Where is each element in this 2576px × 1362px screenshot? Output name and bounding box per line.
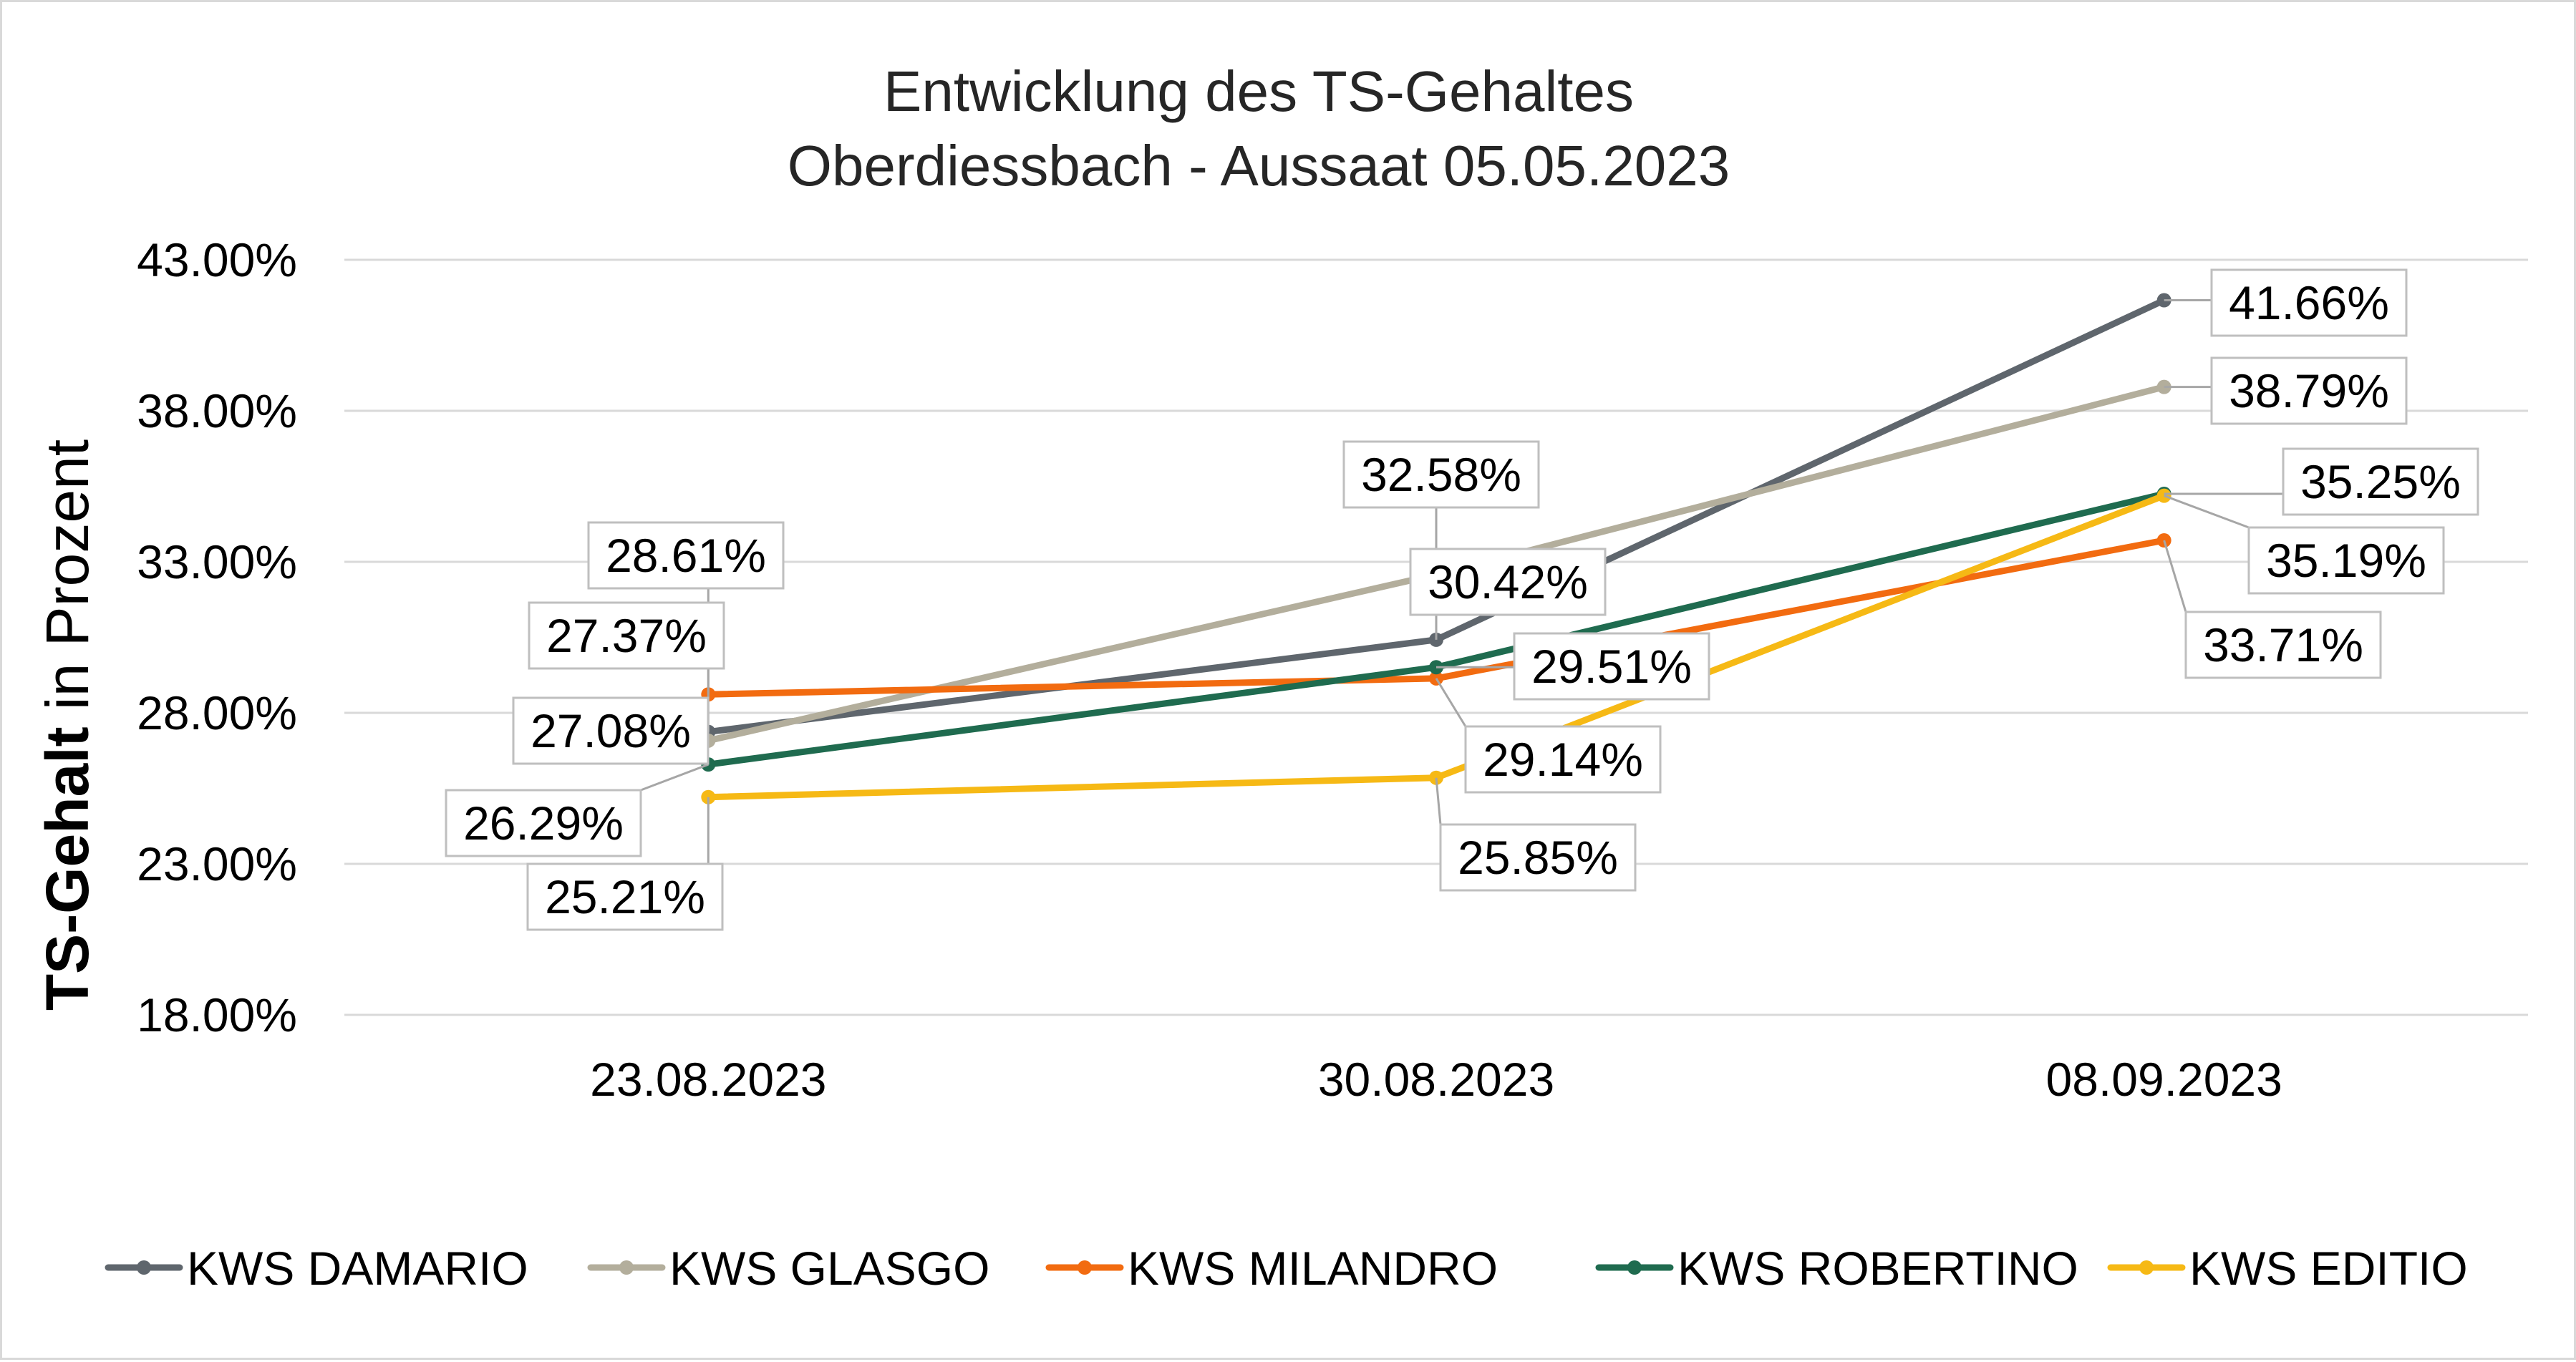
data-label-box [587, 521, 785, 590]
legend-swatch-marker [137, 1260, 151, 1275]
x-tick-label: 23.08.2023 [590, 1053, 826, 1106]
legend-label-kws-damario: KWS DAMARIO [187, 1242, 528, 1295]
x-axis-ticks: 23.08.2023 30.08.2023 08.09.2023 [590, 1053, 2282, 1106]
data-label-box [445, 789, 642, 857]
data-label-box [526, 862, 724, 931]
y-tick-label: 23.00% [137, 837, 297, 890]
y-tick-label: 33.00% [137, 535, 297, 588]
y-tick-label: 28.00% [137, 686, 297, 739]
data-labels: 27.37% 30.42% 41.66% 27.08% 32.58% 38.79% 28.6… [445, 268, 2479, 931]
data-label-kws-glasgo: 32.58% [1361, 448, 1521, 501]
legend-label-kws-editio: KWS EDITIO [2189, 1242, 2468, 1295]
data-label-box [1513, 632, 1710, 701]
data-label-kws-milandro: 29.14% [1483, 733, 1643, 786]
legend-label-kws-glasgo: KWS GLASGO [669, 1242, 989, 1295]
data-label-kws-milandro: 28.61% [606, 529, 766, 582]
data-label-kws-robertino: 29.51% [1531, 640, 1692, 693]
chart-title-line-1: Entwicklung des TS-Gehaltes [883, 59, 1634, 123]
legend-swatch-marker [619, 1260, 634, 1275]
label-leader-line [2163, 540, 2187, 613]
legend-swatch-marker [1078, 1260, 1092, 1275]
chart-title-line-2: Oberdiessbach - Aussaat 05.05.2023 [788, 134, 1730, 198]
legend-swatch-marker [2139, 1260, 2154, 1275]
data-label-kws-glasgo: 38.79% [2229, 364, 2389, 417]
legend-label-kws-milandro: KWS MILANDRO [1128, 1242, 1498, 1295]
data-label-box [1464, 725, 1662, 794]
label-leader-line [1435, 777, 1442, 825]
y-axis-title-bold: TS-Gehalt [34, 726, 101, 1011]
label-leader-line [2164, 495, 2250, 529]
data-label-box [1342, 440, 1540, 509]
data-label-kws-milandro: 33.71% [2203, 618, 2363, 671]
legend: KWS DAMARIO KWS GLASGO KWS MILANDRO KWS ROB… [105, 1242, 2468, 1295]
x-tick-label: 08.09.2023 [2046, 1053, 2282, 1106]
data-label-box [2210, 356, 2408, 425]
data-label-box [2247, 526, 2445, 595]
y-axis-title: TS-Gehalt in Prozent [34, 439, 101, 1011]
data-label-box [2184, 611, 2382, 679]
label-leader-lines [640, 299, 2283, 864]
label-leader-line [1435, 678, 1467, 727]
data-label-box [2210, 268, 2408, 337]
data-label-box [1409, 548, 1607, 616]
data-label-kws-damario: 27.37% [546, 609, 707, 662]
label-leader-line [640, 763, 709, 792]
data-label-box [528, 601, 725, 670]
data-label-box [512, 696, 710, 765]
y-tick-label: 38.00% [137, 384, 297, 437]
y-tick-label: 43.00% [137, 233, 297, 286]
data-label-kws-robertino: 26.29% [463, 797, 624, 850]
data-label-kws-damario: 41.66% [2229, 276, 2389, 329]
data-label-kws-editio: 25.85% [1458, 831, 1618, 884]
data-label-kws-robertino: 35.25% [2300, 455, 2461, 508]
y-axis-title-rest: in Prozent [34, 439, 101, 727]
data-label-kws-editio: 35.19% [2266, 534, 2426, 587]
data-label-box [1439, 823, 1637, 892]
x-tick-label: 30.08.2023 [1318, 1053, 1554, 1106]
legend-swatch-marker [1627, 1260, 1642, 1275]
data-label-kws-damario: 30.42% [1428, 555, 1588, 608]
data-label-box [2282, 447, 2479, 516]
data-label-kws-glasgo: 27.08% [531, 704, 691, 757]
legend-label-kws-robertino: KWS ROBERTINO [1677, 1242, 2078, 1295]
data-label-kws-editio: 25.21% [545, 870, 705, 923]
y-axis-ticks: 18.00% 23.00% 28.00% 33.00% 38.00% 43.00% [137, 233, 297, 1041]
y-tick-label: 18.00% [137, 988, 297, 1041]
